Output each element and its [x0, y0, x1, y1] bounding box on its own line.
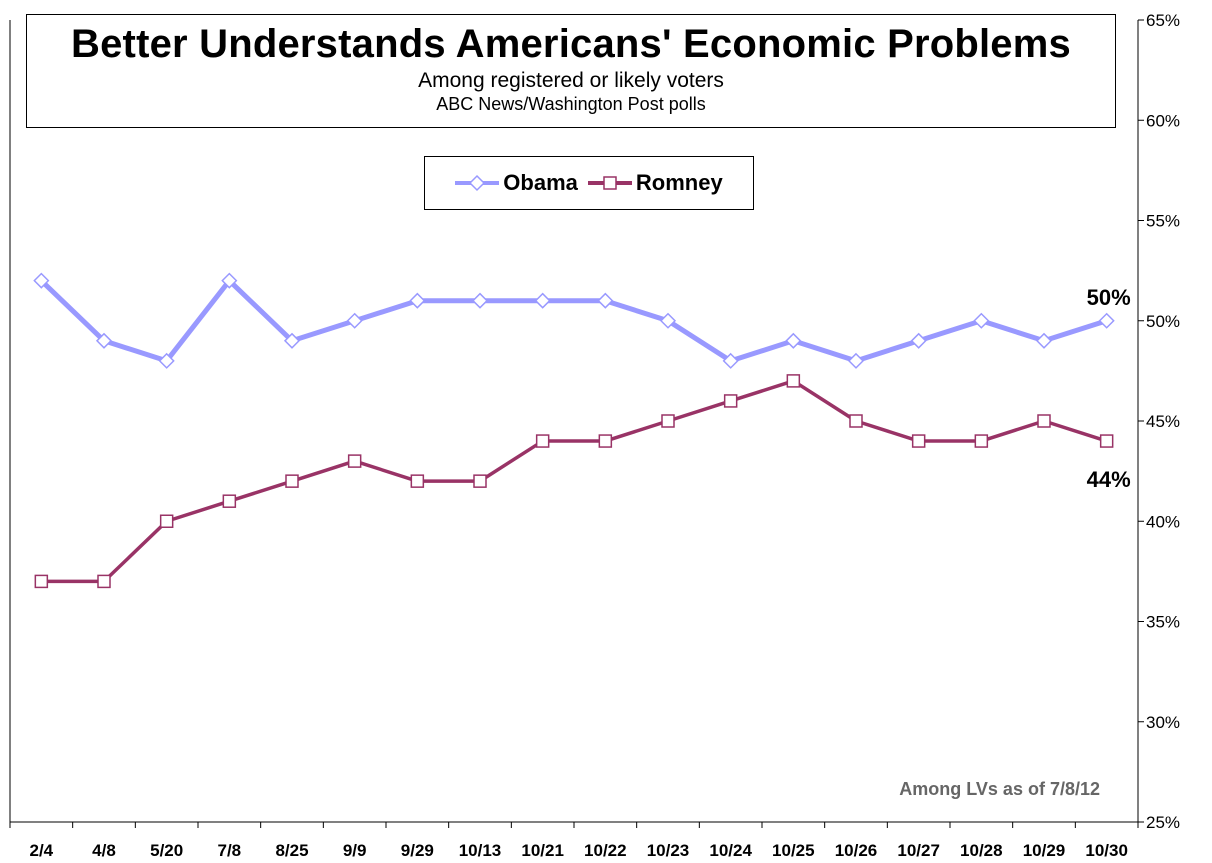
x-tick-label: 10/13: [459, 841, 502, 860]
data-point-romney: [974, 434, 989, 448]
data-point-obama: [847, 352, 865, 369]
legend-label-obama: Obama: [503, 170, 578, 195]
x-tick-label: 8/25: [275, 841, 308, 860]
data-point-romney: [222, 494, 237, 508]
legend: Obama Romney: [424, 156, 754, 210]
data-point-obama: [158, 352, 175, 369]
end-label-romney: 44%: [1087, 467, 1131, 492]
legend-label-romney: Romney: [635, 170, 723, 195]
x-tick-label: 9/9: [343, 841, 367, 860]
legend-romney-square-icon: [587, 176, 632, 190]
data-point-obama: [1098, 312, 1115, 329]
data-point-romney: [97, 574, 111, 589]
data-point-romney: [598, 434, 613, 448]
data-point-romney: [1037, 414, 1051, 428]
data-point-romney: [410, 474, 425, 488]
data-point-obama: [1035, 332, 1053, 349]
end-label-obama: 50%: [1087, 285, 1131, 310]
chart-source: ABC News/Washington Post polls: [436, 94, 706, 114]
data-point-obama: [33, 272, 50, 289]
data-point-romney: [347, 454, 362, 468]
x-tick-label: 10/28: [960, 841, 1003, 860]
data-point-obama: [722, 352, 739, 369]
data-point-romney: [786, 374, 801, 388]
y-tick-label: 60%: [1146, 111, 1180, 130]
data-point-obama: [283, 332, 301, 349]
data-point-obama: [785, 332, 802, 349]
x-tick-label: 10/29: [1023, 841, 1066, 860]
x-tick-label: 10/21: [521, 841, 564, 860]
y-tick-label: 30%: [1146, 713, 1180, 732]
chart-axes: 25% 30% 35% 40% 45% 50% 55% 60% 65% 2/4 4/8 5/20 7/8…: [9, 11, 1180, 860]
y-tick-label: 55%: [1146, 212, 1180, 231]
series-lines: [39, 278, 1108, 584]
data-point-obama: [659, 312, 677, 329]
chart-subtitle: Among registered or likely voters: [418, 69, 724, 92]
y-tick-label: 40%: [1146, 512, 1180, 531]
x-tick-label: 2/4: [30, 841, 54, 860]
x-tick-label: 10/22: [584, 841, 627, 860]
data-point-obama: [910, 332, 927, 349]
title-box: Better Understands Americans' Economic P…: [26, 14, 1116, 128]
legend-obama-diamond-icon: [455, 174, 500, 192]
data-point-romney: [34, 574, 49, 589]
data-point-romney: [911, 434, 926, 448]
y-tick-label: 25%: [1146, 813, 1180, 832]
y-tick-label: 50%: [1146, 312, 1180, 331]
chart-title: Better Understands Americans' Economic P…: [71, 22, 1071, 66]
data-point-romney: [723, 394, 738, 408]
data-point-obama: [471, 292, 489, 309]
y-tick-label: 45%: [1146, 412, 1180, 431]
data-point-romney: [1099, 434, 1114, 448]
data-point-romney: [535, 434, 550, 448]
x-tick-label: 10/23: [647, 841, 690, 860]
data-point-obama: [221, 272, 238, 289]
data-point-romney: [285, 474, 299, 488]
data-point-romney: [661, 414, 675, 428]
data-point-obama: [95, 332, 113, 349]
data-point-obama: [973, 312, 990, 329]
series-line-obama: [39, 278, 1108, 364]
data-point-obama: [346, 312, 363, 329]
data-point-obama: [534, 292, 551, 309]
x-tick-label: 5/20: [150, 841, 183, 860]
data-point-romney: [159, 514, 174, 528]
x-tick-label: 7/8: [218, 841, 242, 860]
data-point-obama: [597, 292, 614, 309]
legend-item-romney: Romney: [587, 170, 723, 196]
x-tick-label: 10/30: [1085, 841, 1128, 860]
series-line-romney: [41, 379, 1108, 584]
data-point-romney: [849, 414, 863, 428]
x-tick-label: 10/24: [709, 841, 752, 860]
x-tick-label: 10/25: [772, 841, 815, 860]
chart-labels: 50% 44% Among LVs as of 7/8/12: [899, 285, 1130, 799]
data-point-romney: [473, 474, 487, 488]
x-tick-label: 9/29: [401, 841, 434, 860]
y-tick-label: 65%: [1146, 11, 1180, 30]
data-point-obama: [409, 292, 426, 309]
y-tick-label: 35%: [1146, 613, 1180, 632]
x-tick-label: 10/27: [897, 841, 940, 860]
chart-note: Among LVs as of 7/8/12: [899, 779, 1100, 799]
series-markers: [33, 272, 1115, 589]
x-tick-label: 4/8: [92, 841, 116, 860]
legend-item-obama: Obama: [455, 170, 578, 196]
x-tick-label: 10/26: [835, 841, 878, 860]
